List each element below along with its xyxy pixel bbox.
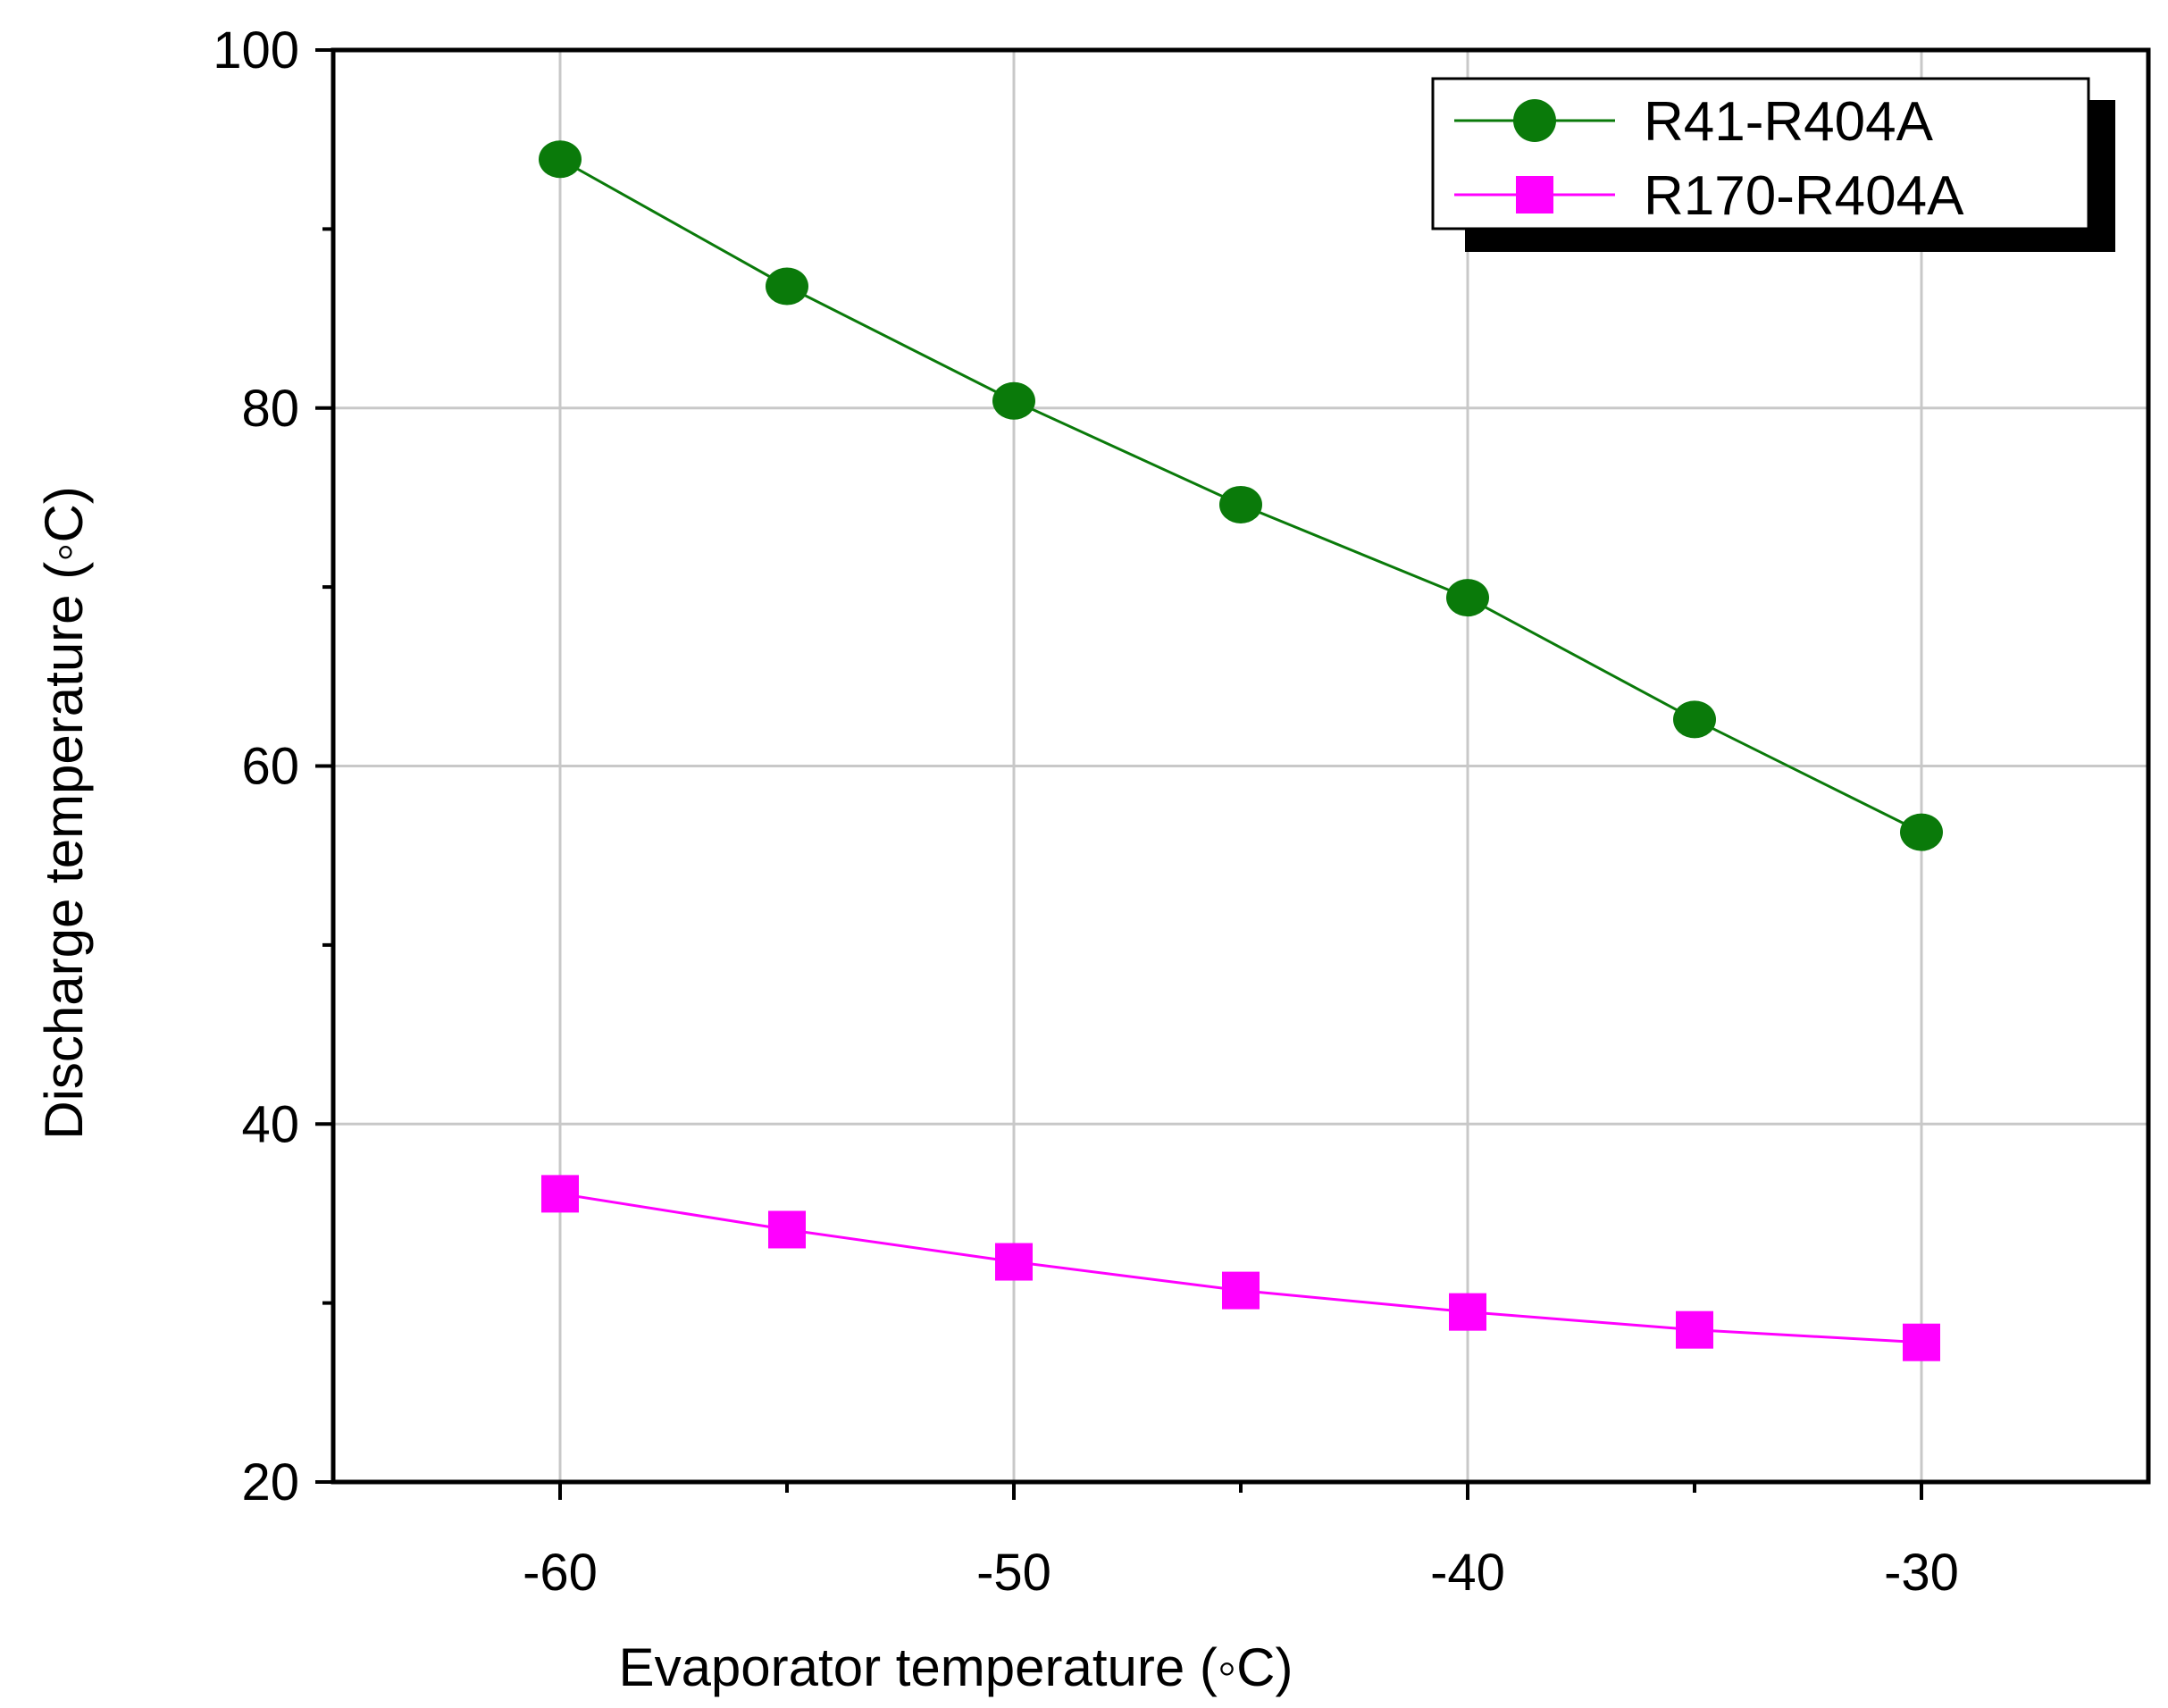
data-point-0 bbox=[539, 140, 582, 179]
data-point-0 bbox=[1219, 485, 1262, 523]
x-tick-label: -40 bbox=[1430, 1544, 1505, 1602]
series bbox=[539, 140, 1943, 1361]
data-point-1 bbox=[995, 1243, 1033, 1281]
data-point-0 bbox=[1673, 700, 1716, 739]
legend-label-r41: R41-R404A bbox=[1644, 91, 1934, 153]
data-point-1 bbox=[1222, 1271, 1260, 1310]
y-axis-title: Discharge temperature (◦C) bbox=[34, 486, 94, 1140]
data-point-0 bbox=[1446, 579, 1489, 617]
data-point-1 bbox=[768, 1210, 806, 1249]
x-tick-label: -50 bbox=[976, 1544, 1051, 1602]
grid bbox=[333, 50, 2148, 1482]
data-point-1 bbox=[1676, 1310, 1713, 1349]
data-point-1 bbox=[1903, 1323, 1940, 1361]
x-tick-label: -30 bbox=[1884, 1544, 1959, 1602]
x-tick-label: -60 bbox=[523, 1544, 598, 1602]
y-tick-label: 100 bbox=[213, 21, 299, 80]
data-point-1 bbox=[541, 1175, 579, 1213]
legend: R41-R404A R170-R404A bbox=[1431, 77, 2115, 252]
y-tick-label: 60 bbox=[241, 738, 299, 796]
axis-ticks: -60 -50 -40 -30 20 40 60 80 100 bbox=[213, 21, 1959, 1602]
x-axis-title: Evaporator temperature (◦C) bbox=[619, 1637, 1293, 1697]
legend-marker-r41 bbox=[1513, 99, 1556, 142]
data-point-0 bbox=[1900, 813, 1943, 851]
y-tick-label: 40 bbox=[241, 1095, 299, 1153]
data-point-1 bbox=[1449, 1293, 1486, 1331]
legend-label-r170: R170-R404A bbox=[1644, 165, 1964, 227]
y-tick-label: 20 bbox=[241, 1453, 299, 1511]
y-tick-label: 80 bbox=[241, 380, 299, 438]
legend-marker-r170 bbox=[1516, 176, 1553, 214]
series-line-1 bbox=[559, 1192, 1922, 1344]
data-point-0 bbox=[992, 381, 1035, 420]
data-point-0 bbox=[766, 267, 808, 306]
